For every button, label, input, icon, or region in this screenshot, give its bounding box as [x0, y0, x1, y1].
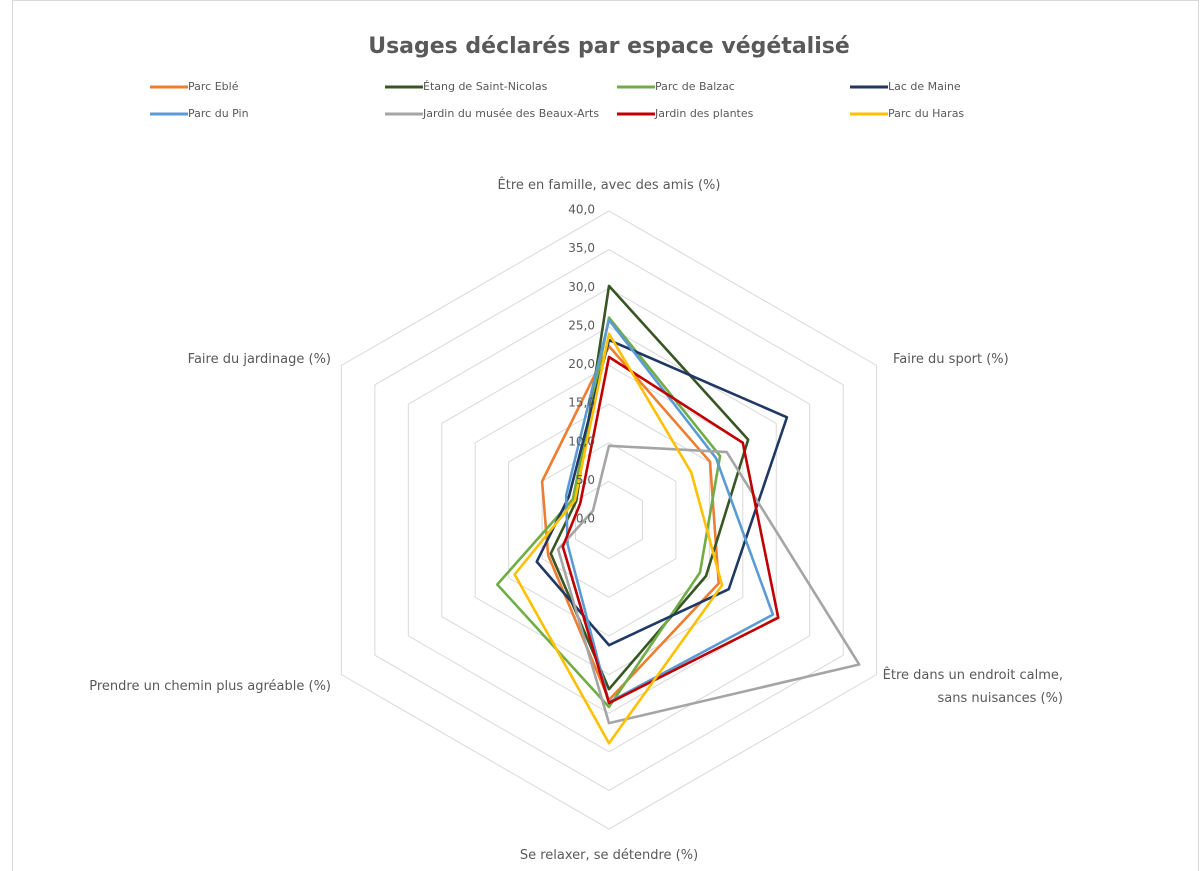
series-line: [556, 444, 861, 725]
grid-ring: [340, 210, 878, 830]
axis-label: Être en famille, avec des amis (%): [497, 178, 721, 193]
grid-ring: [374, 249, 844, 791]
legend-label: Jardin des plantes: [654, 107, 754, 120]
legend-label: Parc de Balzac: [655, 80, 735, 93]
r-tick-label: 25,0: [568, 318, 595, 332]
legend-label: Jardin du musée des Beaux-Arts: [422, 107, 599, 120]
r-tick-label: 10,0: [568, 434, 595, 448]
axis-label: Faire du jardinage (%): [187, 352, 331, 367]
r-tick-label: 20,0: [568, 357, 595, 371]
r-tick-label: 40,0: [568, 203, 595, 217]
r-tick-label: 35,0: [568, 241, 595, 255]
grid-ring: [441, 326, 777, 714]
series-line: [495, 316, 722, 709]
r-tick-label: 0,0: [576, 512, 595, 526]
axis-label: Prendre un chemin plus agréable (%): [89, 679, 331, 694]
chart-title: Usages déclarés par espace végétalisé: [368, 34, 850, 59]
legend-label: Étang de Saint-Nicolas: [423, 80, 548, 93]
series-line: [535, 338, 789, 647]
series-line: [549, 284, 750, 691]
grid-ring: [474, 364, 744, 676]
legend-label: Lac de Maine: [888, 80, 961, 93]
legend-label: Parc du Pin: [188, 107, 249, 120]
legend-label: Parc du Haras: [888, 107, 964, 120]
grid-ring: [407, 287, 811, 753]
series-line: [561, 355, 780, 705]
r-tick-label: 15,0: [568, 396, 595, 410]
axis-label: Se relaxer, se détendre (%): [519, 848, 699, 863]
series-line: [513, 332, 724, 745]
chart-border: [12, 0, 1199, 871]
r-tick-label: 30,0: [568, 280, 595, 294]
grid-ring: [541, 442, 677, 598]
axis-label: Faire du sport (%): [893, 352, 1009, 367]
legend-label: Parc Eblé: [188, 80, 239, 93]
r-tick-label: 5,0: [576, 473, 595, 487]
axis-label: Être dans un endroit calme, sans nuisanc…: [882, 668, 1063, 706]
